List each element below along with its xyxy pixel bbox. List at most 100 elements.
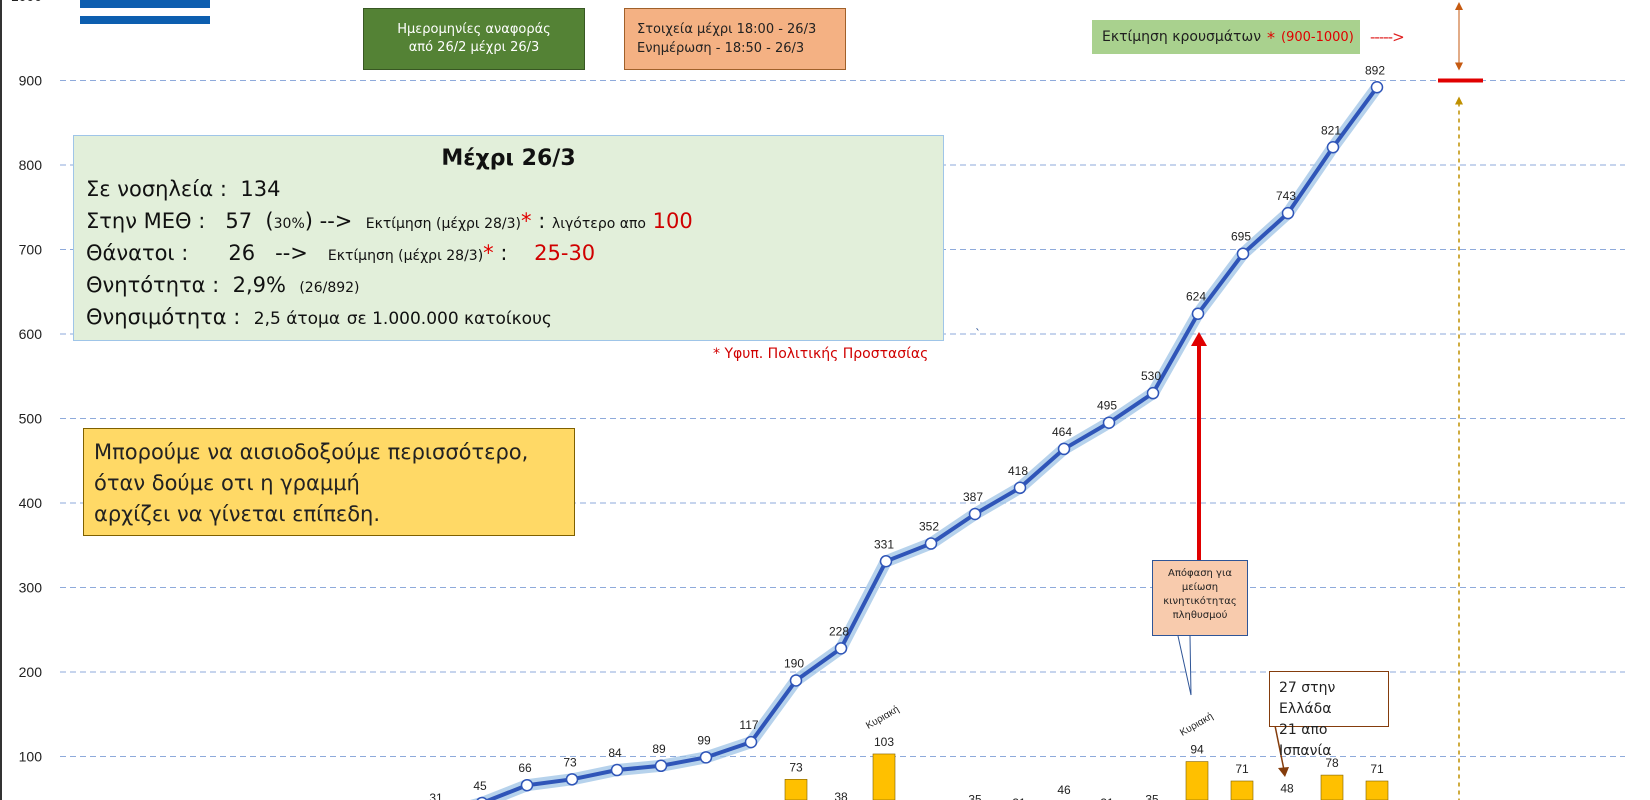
bar — [784, 779, 808, 800]
line-point — [834, 642, 848, 655]
y-tick-label: 500 — [19, 411, 43, 427]
point-value-label: 89 — [652, 742, 666, 756]
bar-value-label: 73 — [789, 760, 803, 774]
line-point — [610, 763, 624, 777]
range-down-arrowhead — [1455, 62, 1463, 71]
bar — [872, 753, 896, 800]
estimate-star: * — [1267, 27, 1276, 47]
deaths-arrow: --> — [275, 241, 308, 265]
line-point — [1146, 386, 1160, 400]
icu-label: Στην ΜΕΘ : — [86, 209, 206, 233]
point-value-label: 530 — [1141, 369, 1161, 383]
icu-star: * — [521, 209, 532, 233]
y-tick-label: 600 — [19, 326, 43, 342]
point-value-label: 99 — [697, 733, 711, 747]
line-point — [520, 778, 534, 792]
point-value-label: 418 — [1008, 464, 1028, 478]
y-tick-label: 300 — [19, 580, 43, 596]
icu-value: 57 — [225, 209, 253, 233]
point-value-label: 495 — [1097, 399, 1117, 413]
point-value-label: 464 — [1052, 425, 1072, 439]
line-point — [1191, 307, 1205, 320]
point-value-label: 352 — [919, 520, 939, 534]
icu-estimate-text: Εκτίμηση (μέχρι 28/3) — [365, 216, 522, 232]
info-line-greece: 27 στην Ελλάδα — [1279, 680, 1336, 717]
hospital-value: 134 — [240, 177, 281, 201]
case-estimate-box: Εκτίμηση κρουσμάτων * (900-1000) — [1092, 20, 1360, 54]
bar-value-label: 94 — [1190, 743, 1204, 757]
range-up-arrowhead — [1455, 2, 1463, 10]
lethality-row: Θνητότητα : 2,9% (26/892) — [86, 273, 931, 297]
bar-value-label: 38 — [834, 790, 848, 800]
lethality-value: 2,9% — [232, 273, 286, 297]
point-value-label: 190 — [784, 656, 804, 670]
line-point — [968, 507, 982, 521]
bar-value-label: 31 — [1012, 796, 1026, 800]
point-value-label: 331 — [874, 537, 894, 551]
reference-dates-line1: Ημερομηνίες αναφοράς — [397, 22, 551, 37]
bar-value-label: 103 — [874, 735, 894, 749]
deaths-estimate-text: Εκτίμηση (μέχρι 28/3) — [327, 248, 484, 264]
mortality-label: Θνησιμότητα : — [86, 305, 241, 329]
line-point — [654, 759, 668, 773]
line-point — [1370, 81, 1384, 94]
point-value-label: 31 — [429, 791, 443, 800]
optimism-line-3: αρχίζει να γίνεται επίπεδη. — [94, 502, 381, 526]
y-tick-label: 100 — [19, 749, 43, 765]
data-until-text: Στοιχεία μέχρι 18:00 - 26/3 — [637, 22, 817, 37]
point-value-label: 743 — [1276, 189, 1296, 203]
mortality-value: 2,5 άτομα — [253, 309, 341, 329]
point-value-label: 228 — [829, 624, 849, 638]
info-line-spain: 21 απο Ισπανία — [1279, 722, 1332, 759]
point-value-label: 892 — [1365, 63, 1385, 77]
bar-value-label: 71 — [1370, 762, 1384, 776]
cases-line — [484, 86, 1379, 800]
callout-tail — [1177, 635, 1192, 696]
mortality-row: Θνησιμότητα : 2,5 άτομα σε 1.000.000 κατ… — [86, 305, 931, 329]
point-value-label: 66 — [518, 761, 532, 775]
icu-estimate-sep: : — [538, 209, 546, 233]
line-point — [699, 751, 713, 764]
y-tick-label: 700 — [19, 242, 43, 258]
line-point — [879, 555, 893, 568]
reference-dates-box: Ημερομηνίες αναφοράς από 26/2 μέχρι 26/3 — [363, 8, 585, 70]
info-arrow-head — [1278, 767, 1289, 777]
lethality-ratio: (26/892) — [299, 280, 360, 296]
summary-box: Μέχρι 26/3 Σε νοσηλεία : 134 Στην ΜΕΘ : … — [73, 135, 944, 341]
deaths-estimate-value: 25-30 — [534, 241, 596, 265]
update-text: Ενημέρωση - 18:50 - 26/3 — [637, 41, 805, 56]
point-value-label: 821 — [1321, 123, 1341, 137]
bar — [1320, 774, 1344, 800]
deaths-estimate-sep: : — [500, 241, 508, 265]
estimate-arrow: -----> — [1370, 28, 1405, 46]
y-tick-label: 200 — [19, 664, 43, 680]
bar-value-label: 71 — [1235, 762, 1249, 776]
stray-mark: ` — [975, 327, 981, 341]
line-point — [476, 796, 488, 800]
civil-protection-note: * Υφυπ. Πολιτικής Προστασίας — [713, 346, 929, 362]
line-point — [1057, 442, 1071, 456]
decision-callout: Απόφαση για μείωση κινητικότητας πληθυσμ… — [1152, 560, 1248, 636]
point-value-label: 73 — [563, 755, 577, 769]
deaths-value: 26 — [228, 241, 256, 265]
line-point — [1281, 206, 1295, 220]
point-value-label: 117 — [739, 718, 758, 732]
line-point — [744, 735, 758, 749]
line-point — [1013, 481, 1027, 495]
estimate-range: (900-1000) — [1281, 29, 1354, 45]
bar — [1185, 761, 1209, 800]
bar-value-label: 78 — [1325, 756, 1339, 770]
optimism-box: Μπορούμε να αισιοδοξούμε περισσότερο, ότ… — [83, 428, 575, 536]
greek-flag-icon — [80, 0, 210, 24]
y-tick-label: 800 — [19, 157, 43, 173]
deaths-label: Θάνατοι : — [86, 241, 189, 265]
point-value-label: 624 — [1186, 290, 1206, 304]
hospital-row: Σε νοσηλεία : 134 — [86, 177, 931, 201]
lethality-label: Θνητότητα : — [86, 273, 220, 297]
icu-estimate-less: λιγότερο απο — [551, 216, 646, 232]
point-value-label: 387 — [963, 490, 983, 504]
icu-paren-close: ) — [304, 209, 313, 233]
y-tick-label: 1000 — [11, 0, 42, 4]
bar-value-label: 35 — [968, 792, 982, 800]
